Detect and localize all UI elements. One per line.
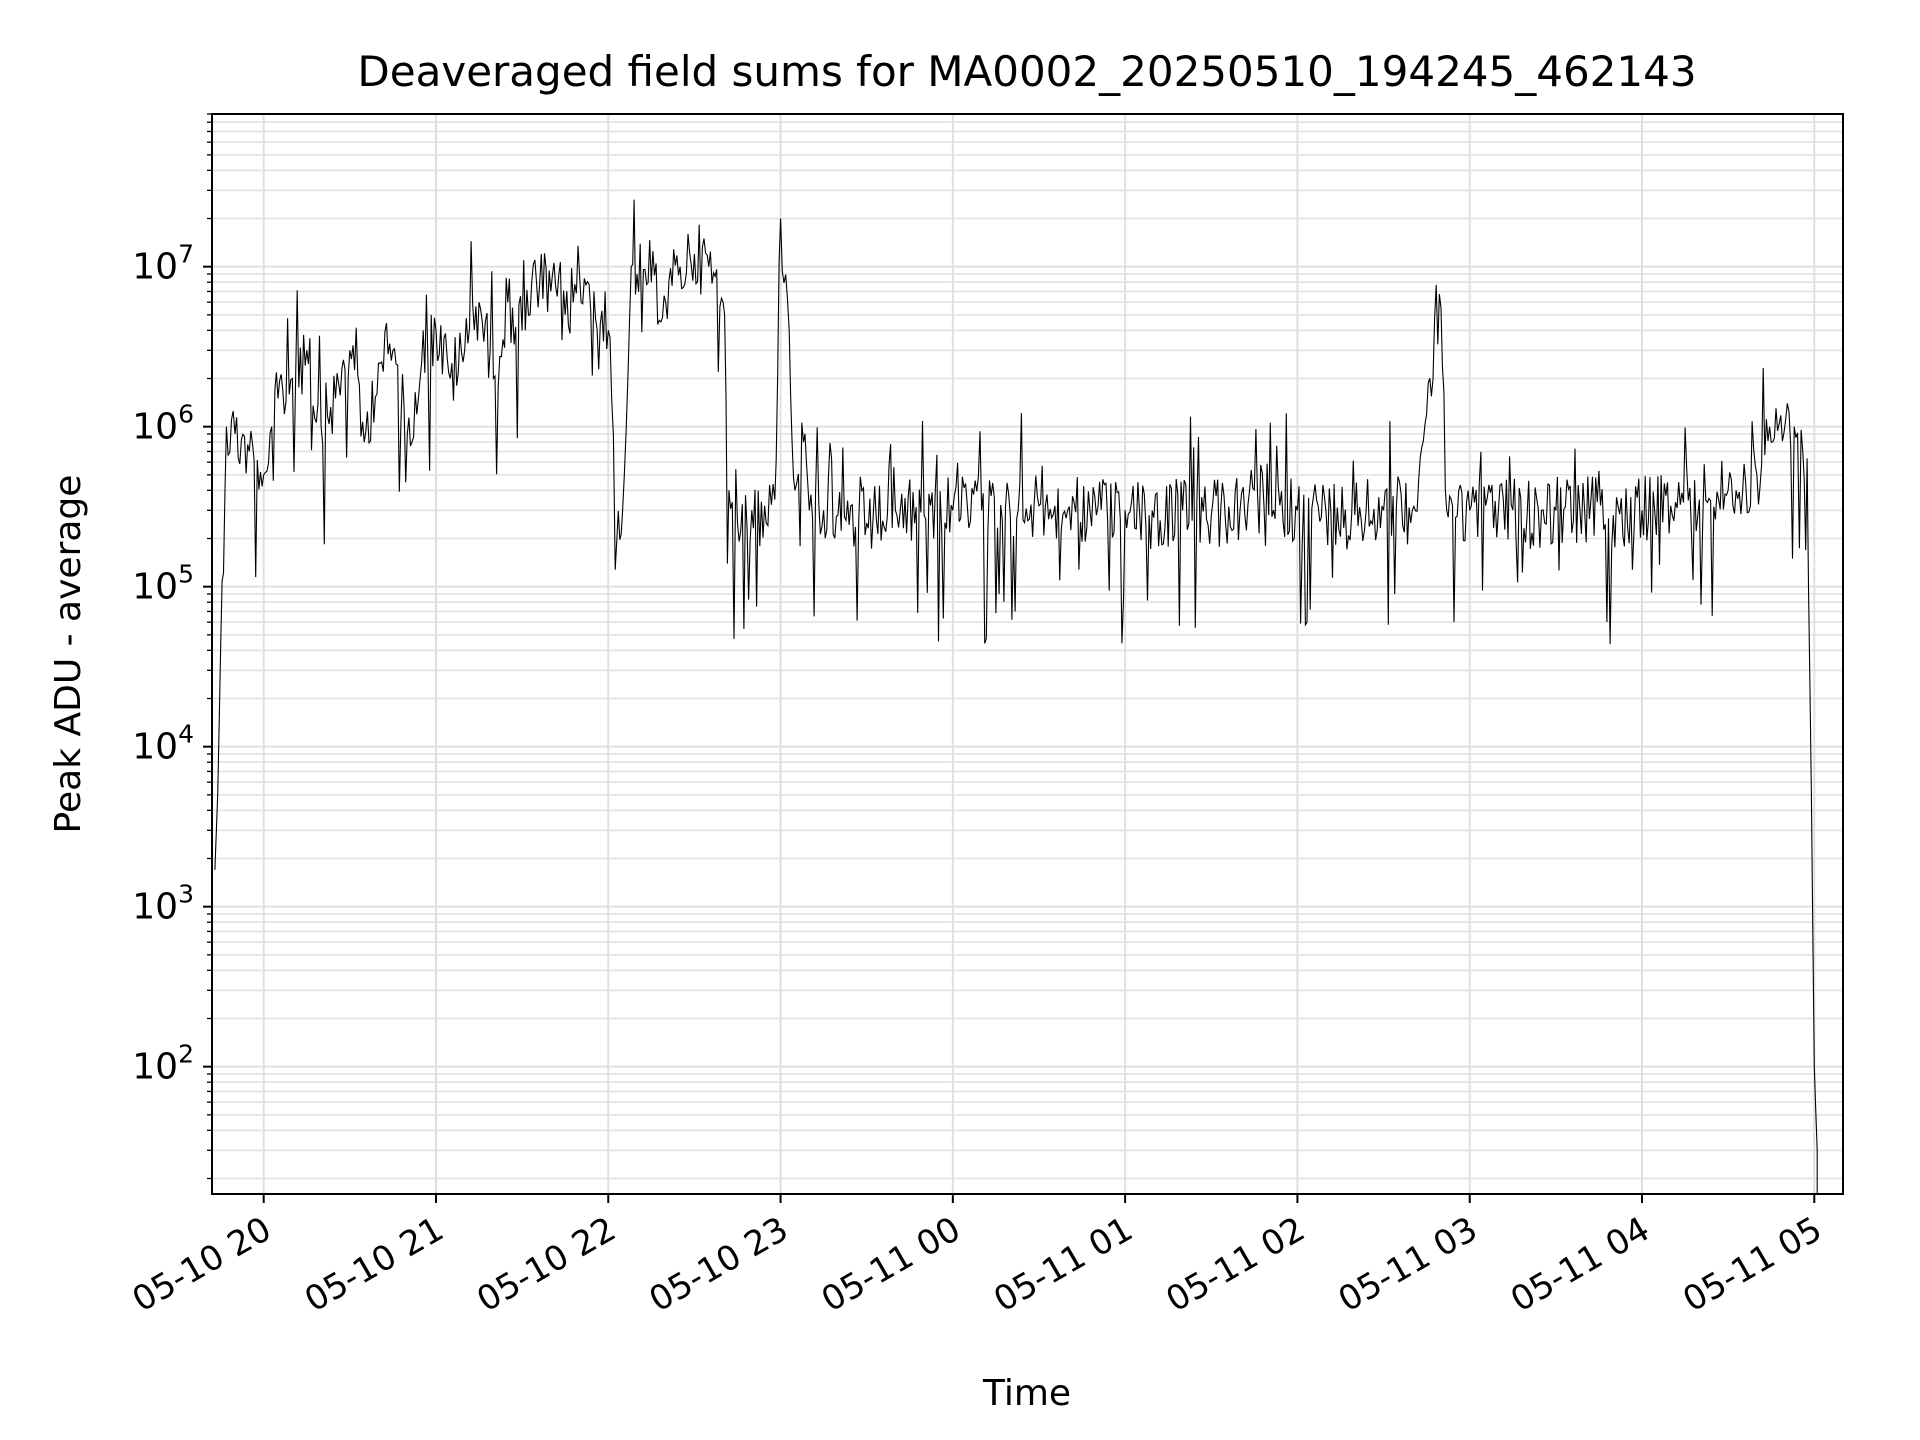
x-axis-label: Time bbox=[982, 1373, 1071, 1414]
y-tick-label: 104 bbox=[132, 720, 194, 768]
y-tick-label: 105 bbox=[132, 560, 194, 608]
y-tick-label: 103 bbox=[132, 880, 194, 928]
y-axis-label: Peak ADU - average bbox=[48, 475, 89, 834]
y-tick-label: 106 bbox=[132, 400, 194, 448]
series-line bbox=[214, 199, 1818, 1194]
y-tick-label: 102 bbox=[132, 1040, 194, 1088]
grid bbox=[212, 113, 1843, 1194]
plot-frame bbox=[211, 113, 1844, 1195]
y-tick-label: 107 bbox=[132, 240, 194, 288]
chart-title: Deaveraged field sums for MA0002_2025051… bbox=[357, 47, 1696, 96]
